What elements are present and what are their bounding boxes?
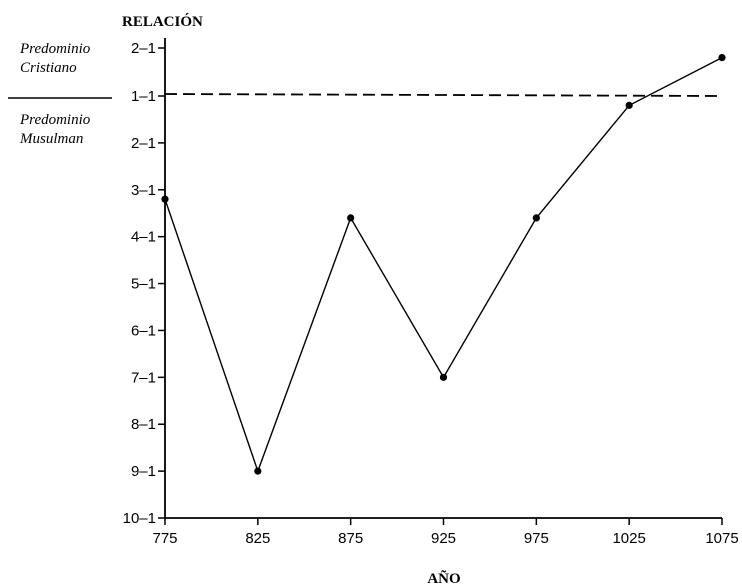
y-tick-label: 5–1	[131, 276, 156, 293]
y-tick-label: 7–1	[131, 369, 156, 386]
y-tick-label: 6–1	[131, 322, 156, 339]
region-label-lower-line1: Predominio	[19, 112, 91, 128]
y-tick-label: 9–1	[131, 463, 156, 480]
series-line	[164, 56, 723, 474]
region-label-upper-line1: Predominio	[19, 41, 91, 57]
y-tick-label: 3–1	[131, 182, 156, 199]
region-label-upper-line2: Cristiano	[20, 60, 77, 76]
region-label-lower-line2: Musulman	[19, 131, 83, 147]
data-point	[254, 467, 262, 475]
data-point	[532, 214, 540, 222]
x-tick-label: 825	[245, 530, 270, 547]
y-tick-label: 8–1	[131, 416, 156, 433]
y-axis-title: RELACIÓN	[122, 13, 203, 30]
x-tick-label: 925	[431, 530, 456, 547]
y-tick-label: 4–1	[131, 229, 156, 246]
y-tick-label: 2–1	[131, 135, 156, 152]
x-tick-label: 875	[338, 530, 363, 547]
y-tick-label: 1–1	[131, 88, 156, 105]
reference-line	[164, 93, 723, 97]
data-point	[439, 373, 448, 381]
y-tick-label: 10–1	[123, 510, 156, 527]
x-tick-label: 1025	[612, 530, 645, 547]
x-tick-label: 1075	[705, 530, 738, 547]
tick-group: 2–1 1–1 2–1 3–1 4–1 5–1 6–1 7–1 8–1 9–1 10–1 775 825…	[123, 40, 739, 547]
x-tick-label: 975	[524, 530, 549, 547]
data-point	[718, 54, 726, 62]
data-point	[625, 101, 633, 109]
reference-line-group	[164, 93, 723, 97]
y-tick-label: 2–1	[131, 40, 156, 57]
x-axis-title: AÑO	[427, 569, 460, 587]
data-point	[347, 214, 355, 222]
x-tick-label: 775	[152, 530, 177, 547]
data-point	[161, 195, 169, 203]
series-group	[161, 54, 726, 475]
